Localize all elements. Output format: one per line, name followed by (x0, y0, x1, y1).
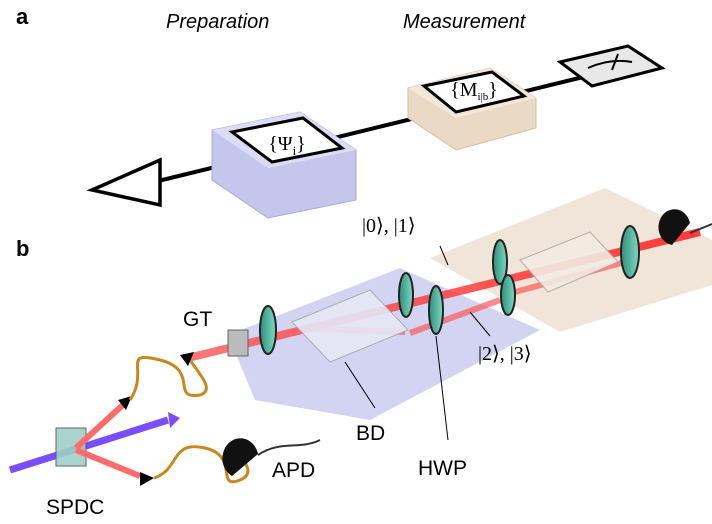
cable (690, 224, 712, 233)
box-text: {Ψi} (268, 133, 306, 158)
waveplate (501, 275, 515, 315)
panel-label: a (16, 4, 29, 29)
fiber (130, 357, 206, 400)
waveplate (399, 273, 413, 317)
cable (258, 440, 320, 455)
figure: a Preparation Measurement {Ψi} {Mi|b} b (0, 0, 712, 524)
lens (621, 226, 639, 278)
detector (222, 438, 258, 476)
component-label: SPDC (46, 496, 104, 519)
waveplate (429, 286, 443, 334)
preparation-box: {Ψi} (212, 112, 356, 218)
panel-label: b (16, 236, 29, 261)
state-label: |0⟩, |1⟩ (362, 215, 416, 237)
component-label: BD (356, 422, 385, 445)
pump-beam (10, 420, 168, 470)
gt-prism (228, 330, 248, 356)
source-triangle (92, 160, 160, 205)
box-text: {Mi|b} (450, 79, 498, 103)
lens (260, 306, 276, 354)
state-label: |2⟩, |3⟩ (478, 343, 532, 365)
component-label: GT (183, 308, 212, 331)
fiber-coupler (140, 472, 154, 486)
measurement-box: {Mi|b} (408, 68, 536, 150)
component-label: APD (272, 459, 315, 482)
pump-arrow (168, 412, 180, 428)
component-label: HWP (418, 457, 467, 480)
heading: Measurement (403, 11, 527, 33)
heading: Preparation (166, 11, 269, 33)
